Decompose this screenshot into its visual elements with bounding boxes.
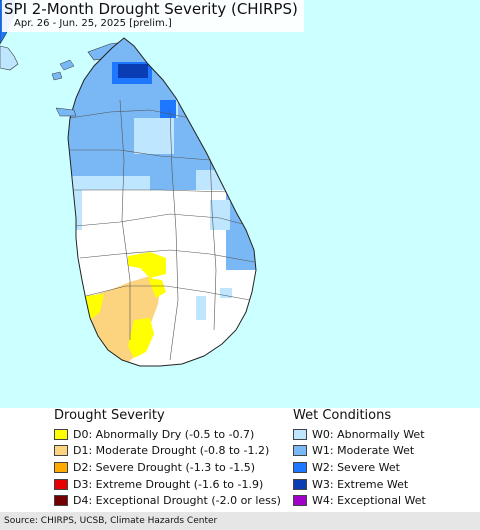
legend-item-d2: D2: Severe Drought (-1.3 to -1.5) [54,459,281,476]
legend-swatch-d0 [54,428,68,440]
footer: Source: CHIRPS, UCSB, Climate Hazards Ce… [0,512,480,530]
island-shading [68,38,256,366]
zone-abnormally-dry-d [148,278,166,298]
legend-item-w3: W3: Extreme Wet [293,476,426,493]
legend-item-d0: D0: Abnormally Dry (-0.5 to -0.7) [54,426,281,443]
legend-item-d1: D1: Moderate Drought (-0.8 to -1.2) [54,443,281,460]
legend: Drought Severity D0: Abnormally Dry (-0.… [0,408,480,512]
legend-label-w1: W1: Moderate Wet [312,444,415,458]
legend-swatch-d2 [54,461,68,473]
legend-label-w4: W4: Exceptional Wet [312,494,426,508]
zone-severe-wet-east [160,100,176,118]
zone-abnormally-wet-se [196,296,206,320]
mainland-strip [0,45,19,71]
legend-label-w2: W2: Severe Wet [312,460,400,474]
legend-label-d0: D0: Abnormally Dry (-0.5 to -0.7) [73,427,255,441]
sri-lanka-map [0,0,257,367]
legend-swatch-d4 [54,495,68,507]
zone-abnormally-dry-b [128,252,166,278]
zone-abnormally-wet-d [70,176,150,190]
small-island-2 [51,71,63,81]
island-outline [67,37,257,367]
legend-drought-heading: Drought Severity [54,408,165,423]
legend-swatch-w4 [293,495,307,507]
zone-abnormally-wet-a [134,118,174,154]
legend-item-d4: D4: Exceptional Drought (-2.0 or less) [54,492,281,509]
legend-item-w1: W1: Moderate Wet [293,443,426,460]
district-borders [69,99,255,361]
title-block: SPI 2-Month Drought Severity (CHIRPS) Ap… [2,0,304,32]
legend-label-d3: D3: Extreme Drought (-1.6 to -1.9) [73,477,264,491]
map-area: SPI 2-Month Drought Severity (CHIRPS) Ap… [0,0,480,408]
legend-label-d1: D1: Moderate Drought (-0.8 to -1.2) [73,444,270,458]
source-credit: Source: CHIRPS, UCSB, Climate Hazards Ce… [4,516,218,526]
legend-swatch-w2 [293,461,307,473]
legend-swatch-w3 [293,478,307,490]
legend-item-w2: W2: Severe Wet [293,459,426,476]
legend-wet-column: Wet Conditions W0: Abnormally Wet W1: Mo… [293,408,426,509]
mannar-island [55,107,77,117]
zone-abnormally-wet-se-2 [220,288,232,298]
legend-swatch-w1 [293,445,307,457]
zone-abnormally-dry-c [128,318,154,358]
zone-abnormally-wet-east [210,200,230,230]
legend-swatch-d1 [54,445,68,457]
legend-item-w4: W4: Exceptional Wet [293,492,426,509]
legend-label-w0: W0: Abnormally Wet [312,427,425,441]
small-island-1 [59,59,75,71]
legend-drought-column: Drought Severity D0: Abnormally Dry (-0.… [54,408,281,509]
legend-item-d3: D3: Extreme Drought (-1.6 to -1.9) [54,476,281,493]
zone-extreme-wet-north [118,64,148,78]
legend-item-w0: W0: Abnormally Wet [293,426,426,443]
map-title: SPI 2-Month Drought Severity (CHIRPS) [4,0,298,18]
legend-swatch-d3 [54,478,68,490]
legend-wet-heading: Wet Conditions [293,408,392,423]
legend-swatch-w0 [293,428,307,440]
map-subtitle: Apr. 26 - Jun. 25, 2025 [prelim.] [14,18,172,29]
legend-label-w3: W3: Extreme Wet [312,477,409,491]
legend-label-d2: D2: Severe Drought (-1.3 to -1.5) [73,460,256,474]
legend-label-d4: D4: Exceptional Drought (-2.0 or less) [73,494,281,508]
